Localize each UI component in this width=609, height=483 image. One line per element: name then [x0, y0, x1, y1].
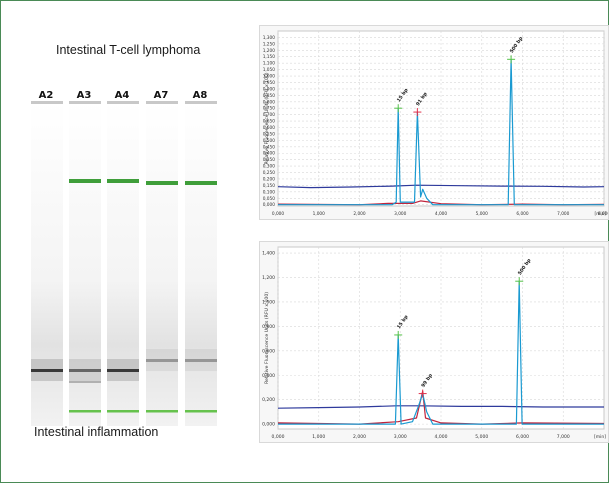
y-tick-label: 0,700	[263, 112, 276, 118]
x-tick-label: 6,000	[516, 211, 529, 217]
y-tick-label: 1,050	[263, 67, 276, 73]
y-tick-label: 0,900	[263, 86, 276, 92]
y-tick-label: 0,000	[263, 202, 276, 208]
gel-band	[69, 369, 101, 372]
caption-lymphoma: Intestinal T-cell lymphoma	[56, 43, 201, 57]
y-tick-label: 0,650	[263, 119, 276, 125]
lane-label-a7: A7	[153, 90, 169, 101]
y-tick-label: 1,000	[263, 74, 276, 80]
gel-smear	[185, 349, 217, 371]
y-tick-label: 0,600	[262, 348, 275, 354]
lane-label-a8: A8	[192, 90, 208, 101]
gel-upper-marker	[146, 181, 178, 185]
lane-label-a4: A4	[114, 90, 130, 101]
y-tick-label: 0,800	[263, 99, 276, 105]
y-tick-label: 0,050	[263, 196, 276, 202]
x-tick-label: 8,000	[598, 211, 608, 217]
gel-lower-marker	[185, 410, 217, 413]
x-tick-label: 1,000	[312, 434, 325, 440]
y-tick-label: 0,200	[263, 176, 276, 182]
y-tick-label: 0,500	[263, 138, 276, 144]
gel-band	[107, 369, 139, 372]
y-tick-label: 0,300	[263, 164, 276, 170]
y-tick-label: 0,850	[263, 93, 276, 99]
plot-area	[277, 246, 605, 430]
x-tick-label: 3,000	[394, 211, 407, 217]
y-tick-label: 0,400	[263, 151, 276, 157]
x-tick-label: 4,000	[435, 434, 448, 440]
x-tick-label: 5,000	[476, 211, 489, 217]
y-tick-label: 1,100	[263, 61, 276, 67]
x-tick-label: 5,000	[475, 434, 488, 440]
y-tick-label: 0,150	[263, 183, 276, 189]
x-tick-label: 1,000	[313, 211, 326, 217]
gel-well-band	[146, 101, 178, 104]
gel-well-band	[107, 101, 139, 104]
trace-line	[277, 184, 605, 189]
y-tick-label: 1,250	[263, 41, 276, 47]
x-tick-label: 2,000	[353, 211, 366, 217]
y-tick-label: 0,550	[263, 131, 276, 137]
y-tick-label: 0,100	[263, 189, 276, 195]
x-tick-label: 3,000	[394, 434, 407, 440]
y-tick-label: 1,200	[262, 275, 275, 281]
gel-smear	[146, 349, 178, 371]
trace-line	[278, 58, 604, 206]
gel-well-band	[185, 101, 217, 104]
y-tick-label: 0,750	[263, 106, 276, 112]
lane-label-a3: A3	[76, 90, 92, 101]
gel-lower-marker	[107, 410, 139, 413]
y-tick-label: 1,400	[262, 251, 275, 257]
y-tick-label: 0,400	[262, 373, 275, 379]
gel-upper-marker	[107, 179, 139, 183]
y-tick-label: 1,200	[263, 48, 276, 54]
x-tick-label: 0,000	[272, 434, 285, 440]
trace-line	[277, 405, 604, 409]
gel-upper-marker	[185, 181, 217, 185]
gel-upper-marker	[69, 179, 101, 183]
x-tick-label: 6,000	[516, 434, 529, 440]
y-tick-label: 1,300	[263, 35, 276, 41]
x-tick-label: 0,000	[272, 211, 285, 217]
x-unit-label: [min]	[594, 434, 606, 440]
gel-lane	[146, 101, 178, 426]
lane-label-a2: A2	[38, 90, 54, 101]
y-tick-label: 0,000	[262, 422, 275, 428]
y-tick-label: 0,350	[263, 157, 276, 163]
gel-band	[31, 369, 63, 372]
x-tick-label: 7,000	[557, 211, 570, 217]
gel-image	[31, 101, 217, 426]
y-tick-label: 0,250	[263, 170, 276, 176]
gel-well-band	[69, 101, 101, 104]
y-tick-label: 1,000	[262, 299, 275, 305]
caption-inflammation: Intestinal inflammation	[34, 425, 159, 439]
y-tick-label: 0,800	[262, 324, 275, 330]
electropherogram-lymphoma: 0,000 0,050 0,100 0,150 0,200 0,250 0,300 0,350…	[259, 25, 609, 220]
y-tick-label: 0,450	[263, 144, 276, 150]
y-axis-label: Relative Fluorescence Units (RFU x 100)	[264, 72, 270, 164]
gel-band	[146, 359, 178, 362]
electropherogram-inflammation: 0,000 0,200 0,400 0,600 0,800 1,000 1,200 1,400…	[259, 241, 609, 443]
y-tick-label: 0,950	[263, 80, 276, 86]
y-axis-label: Relative Fluorescence Units (RFU x 100)	[264, 292, 270, 384]
x-tick-label: 2,000	[353, 434, 366, 440]
gel-lower-marker	[69, 410, 101, 413]
x-tick-label: 4,000	[435, 211, 448, 217]
x-tick-label: 7,000	[557, 434, 570, 440]
y-tick-label: 1,150	[263, 54, 276, 60]
gel-lower-marker	[146, 410, 178, 413]
gel-well-band	[31, 101, 63, 104]
x-unit-label: [min]	[595, 211, 607, 217]
y-tick-label: 0,600	[263, 125, 276, 131]
gel-faint-band	[69, 381, 101, 383]
y-tick-label: 0,200	[262, 397, 275, 403]
gel-band	[185, 359, 217, 362]
gel-lane	[185, 101, 217, 426]
